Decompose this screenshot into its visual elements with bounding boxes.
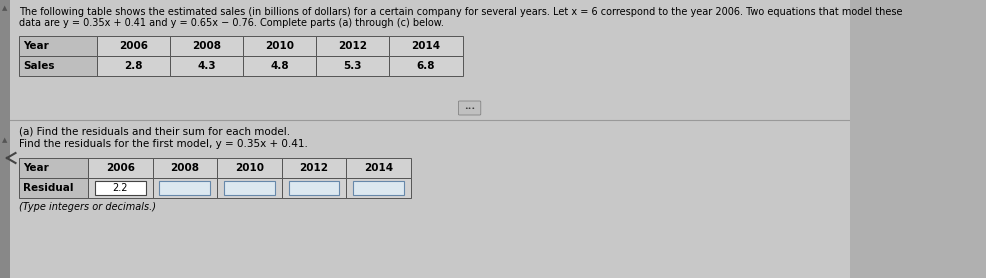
Text: 5.3: 5.3 bbox=[343, 61, 362, 71]
Bar bbox=[97, 36, 170, 56]
Bar bbox=[19, 178, 88, 198]
Text: 2.8: 2.8 bbox=[124, 61, 142, 71]
Bar bbox=[346, 158, 411, 178]
Text: 2012: 2012 bbox=[300, 163, 328, 173]
Text: Find the residuals for the first model, y = 0.35x + 0.41.: Find the residuals for the first model, … bbox=[19, 139, 308, 149]
Text: 2010: 2010 bbox=[235, 163, 264, 173]
Bar bbox=[243, 36, 317, 56]
Text: 2014: 2014 bbox=[364, 163, 393, 173]
Text: (Type integers or decimals.): (Type integers or decimals.) bbox=[19, 202, 156, 212]
Text: 4.8: 4.8 bbox=[270, 61, 289, 71]
Bar bbox=[88, 178, 153, 198]
Bar bbox=[353, 181, 404, 195]
Bar bbox=[0, 0, 10, 278]
Text: •••: ••• bbox=[464, 105, 475, 110]
Bar bbox=[88, 158, 153, 178]
Text: 2014: 2014 bbox=[411, 41, 441, 51]
Bar bbox=[317, 56, 389, 76]
Bar bbox=[19, 56, 97, 76]
Bar bbox=[160, 181, 210, 195]
Text: 2008: 2008 bbox=[171, 163, 199, 173]
Bar bbox=[19, 158, 88, 178]
Text: 2010: 2010 bbox=[265, 41, 294, 51]
Bar bbox=[97, 56, 170, 76]
Bar bbox=[346, 178, 411, 198]
Bar bbox=[243, 56, 317, 76]
Bar bbox=[153, 158, 217, 178]
Bar bbox=[317, 36, 389, 56]
Bar bbox=[153, 178, 217, 198]
Text: 2006: 2006 bbox=[106, 163, 135, 173]
Text: 4.3: 4.3 bbox=[197, 61, 216, 71]
Bar bbox=[224, 181, 275, 195]
Text: Sales: Sales bbox=[24, 61, 55, 71]
Bar bbox=[282, 158, 346, 178]
Text: The following table shows the estimated sales (in billions of dollars) for a cer: The following table shows the estimated … bbox=[19, 7, 902, 17]
Bar bbox=[289, 181, 339, 195]
Bar bbox=[95, 181, 146, 195]
Text: Year: Year bbox=[24, 163, 49, 173]
Text: 6.8: 6.8 bbox=[417, 61, 436, 71]
Text: Year: Year bbox=[24, 41, 49, 51]
FancyBboxPatch shape bbox=[458, 101, 481, 115]
Bar bbox=[170, 36, 243, 56]
Text: ▲: ▲ bbox=[3, 137, 8, 143]
Text: 2012: 2012 bbox=[338, 41, 368, 51]
Bar bbox=[389, 36, 462, 56]
Bar bbox=[389, 56, 462, 76]
Bar bbox=[217, 178, 282, 198]
Text: 2.2: 2.2 bbox=[112, 183, 128, 193]
Text: (a) Find the residuals and their sum for each model.: (a) Find the residuals and their sum for… bbox=[19, 126, 290, 136]
Text: 2008: 2008 bbox=[192, 41, 221, 51]
Text: 2006: 2006 bbox=[118, 41, 148, 51]
Text: ▲: ▲ bbox=[3, 5, 8, 11]
Text: Residual: Residual bbox=[24, 183, 74, 193]
Bar bbox=[19, 36, 97, 56]
Bar bbox=[217, 158, 282, 178]
Text: data are y = 0.35x + 0.41 and y = 0.65x − 0.76. Complete parts (a) through (c) b: data are y = 0.35x + 0.41 and y = 0.65x … bbox=[19, 18, 444, 28]
Bar bbox=[170, 56, 243, 76]
Bar bbox=[282, 178, 346, 198]
